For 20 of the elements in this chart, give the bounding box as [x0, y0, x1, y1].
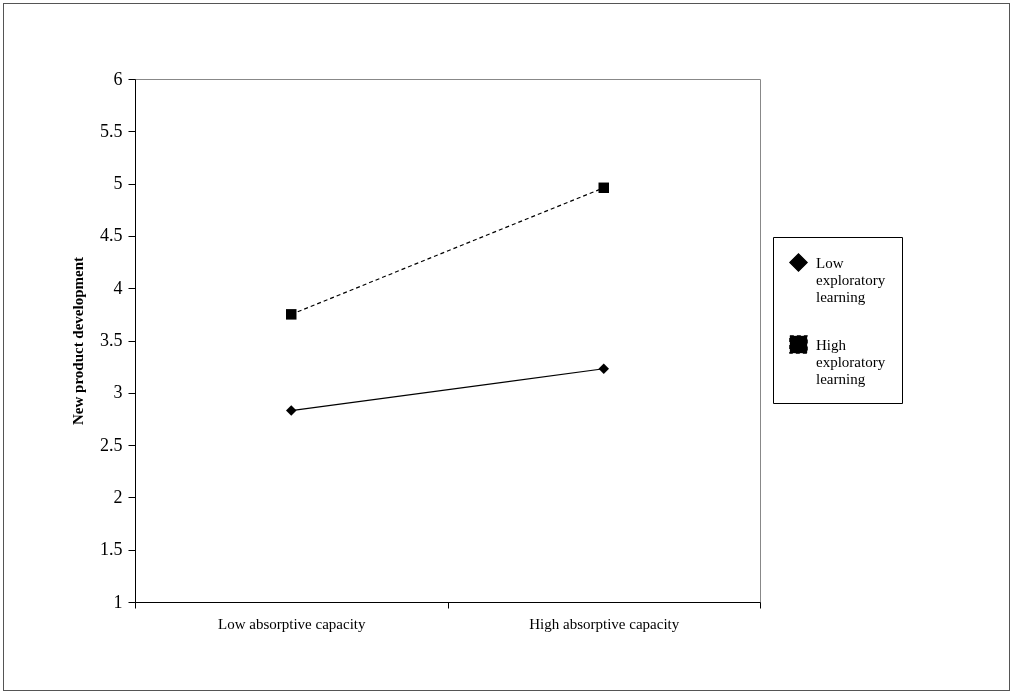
y-tick-label: 4 — [113, 277, 123, 298]
y-tick-label: 5.5 — [100, 120, 123, 141]
y-tick-label: 3.5 — [100, 330, 123, 350]
point — [598, 363, 609, 374]
point — [286, 405, 297, 416]
y-tick-label: 1 — [113, 591, 123, 612]
y-axis-title: New product development — [70, 256, 86, 426]
y-tick-label: 6 — [113, 68, 123, 89]
y-tick-label: 2.5 — [100, 434, 123, 455]
y-tick-label: 3 — [113, 382, 123, 403]
x-tick-label: High absorptive capacity — [529, 615, 680, 632]
y-tick-label: 2 — [113, 486, 123, 507]
y-tick-label: 5 — [113, 173, 123, 194]
y-tick-label: 1.5 — [100, 539, 123, 560]
point — [598, 182, 609, 194]
point — [286, 309, 297, 320]
y-tick-label: 4.5 — [100, 225, 123, 246]
legend-label: High exploratory learning — [816, 336, 886, 387]
x-tick-label: Low absorptive capacity — [218, 615, 366, 632]
legend-label: Low exploratory learning — [816, 254, 886, 305]
